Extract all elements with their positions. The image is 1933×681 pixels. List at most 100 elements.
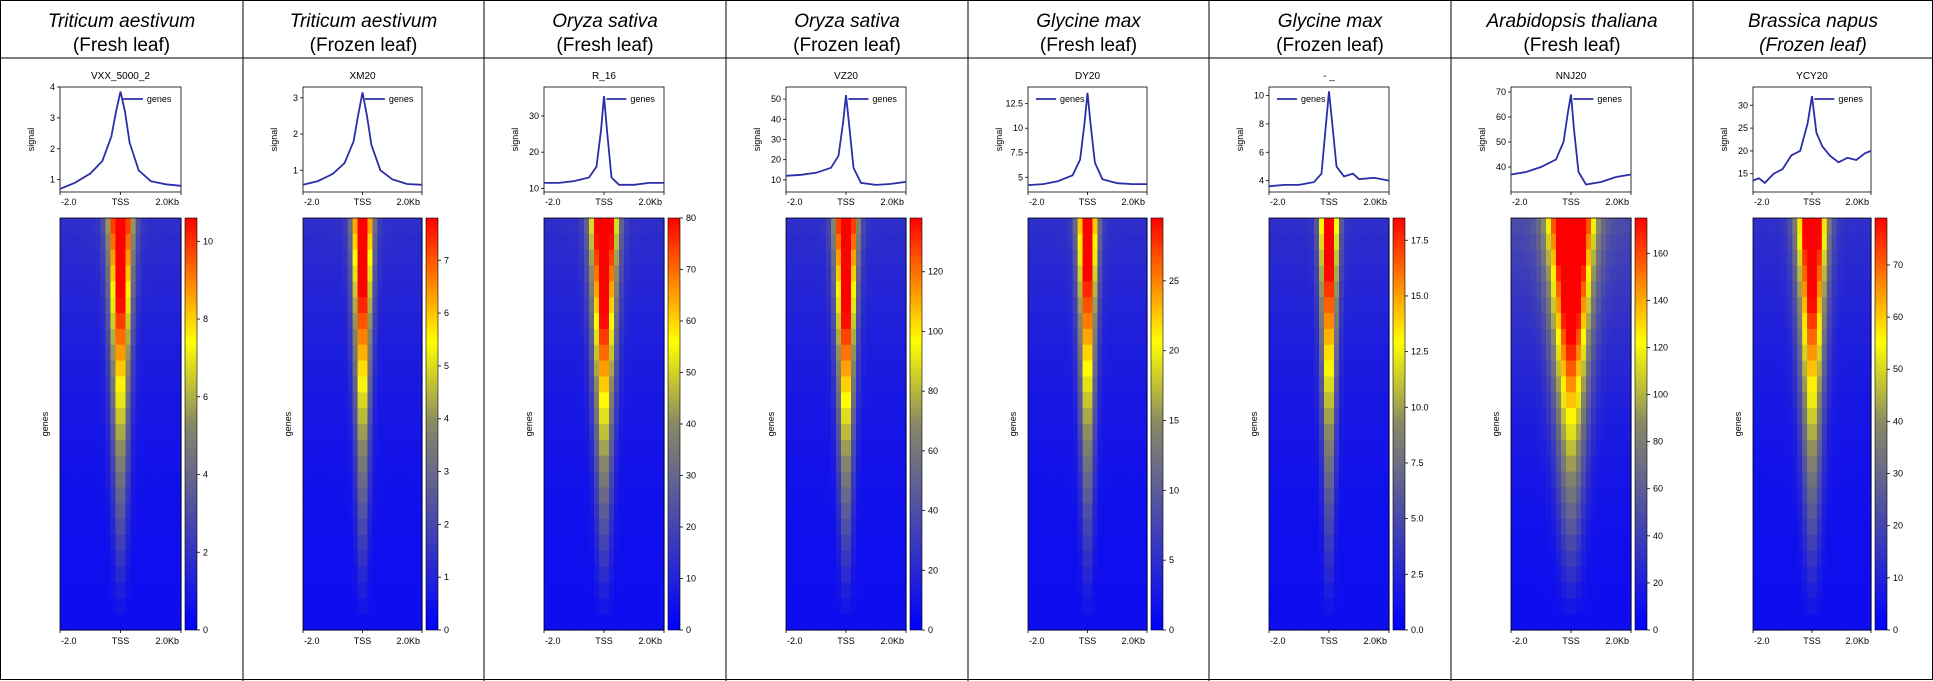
heatmap-cell [312, 328, 319, 346]
heatmap-cell [70, 487, 76, 504]
heatmap-cell [1309, 471, 1315, 488]
heatmap-cell [1324, 233, 1330, 251]
heatmap-cell [312, 408, 319, 425]
heatmap-cell [1379, 344, 1385, 362]
heatmap-cell [1521, 392, 1527, 409]
heatmap-cell [70, 566, 76, 584]
heatmap-cell [1576, 376, 1582, 393]
heatmap-cell [1596, 376, 1602, 393]
heatmap-cell [619, 408, 625, 425]
heatmap-cell [876, 503, 882, 520]
heatmap-cell [70, 328, 76, 346]
heatmap-cell [569, 439, 575, 457]
heatmap-cell [1571, 249, 1577, 267]
heatmap-cell [881, 534, 887, 552]
heatmap-cell [786, 328, 792, 346]
heatmap-cell [1122, 265, 1128, 282]
heatmap-cell [337, 344, 344, 362]
heatmap-cell [125, 550, 132, 568]
heatmap-cell [1546, 281, 1552, 298]
heatmap-cell [1621, 471, 1627, 488]
heatmap-cell [564, 598, 570, 615]
heatmap-cell [402, 233, 408, 251]
heatmap-cell [634, 471, 640, 488]
heatmap-cell [160, 344, 167, 362]
heatmap-cell [791, 218, 797, 235]
heatmap-cell [1334, 566, 1340, 584]
heatmap-cell [392, 582, 398, 599]
profile-xtick-label: -2.0 [1512, 197, 1528, 207]
heatmap-cell [1324, 503, 1330, 520]
heatmap-cell [140, 471, 147, 488]
heatmap-cell [1289, 519, 1295, 536]
heatmap-cell [322, 534, 329, 552]
heatmap-cell [1137, 249, 1143, 267]
heatmap-cell [1566, 233, 1572, 251]
heatmap-cell [90, 408, 96, 425]
heatmap-cell [1339, 424, 1345, 441]
heatmap-cell [1052, 281, 1059, 298]
heatmap-cell [1516, 582, 1522, 599]
heatmap-cell [1586, 503, 1592, 520]
heatmap-cell [115, 328, 122, 346]
heatmap-cell [1753, 249, 1759, 267]
heatmap-cell [170, 455, 177, 473]
heatmap-cell [1334, 218, 1340, 235]
heatmap-cell [1369, 519, 1375, 536]
heatmap-cell [1826, 376, 1833, 393]
heatmap-cell [1269, 614, 1275, 631]
heatmap-cell [362, 582, 369, 599]
heatmap-cell [1536, 233, 1542, 251]
heatmap-cell [1576, 328, 1582, 346]
heatmap-cell [1812, 328, 1818, 346]
heatmap-cell [1556, 487, 1562, 504]
heatmap-cell [347, 455, 354, 473]
heatmap-cell [564, 534, 570, 552]
heatmap-cell [1097, 297, 1103, 314]
heatmap-cell [1097, 328, 1103, 346]
heatmap-cell [544, 297, 550, 314]
heatmap-cell [1082, 598, 1089, 615]
heatmap-cell [644, 233, 650, 251]
heatmap-cell [1102, 566, 1108, 584]
heatmap-cell [352, 534, 359, 552]
heatmap-cell [1107, 344, 1113, 362]
heatmap-cell [155, 519, 162, 536]
heatmap-cell [95, 233, 101, 251]
heatmap-cell [1762, 376, 1769, 393]
heatmap-cell [397, 519, 403, 536]
heatmap-cell [801, 424, 807, 441]
heatmap-cell [896, 439, 902, 457]
heatmap-cell [1571, 487, 1577, 504]
heatmap-cell [417, 614, 423, 631]
heatmap-cell [811, 249, 817, 267]
heatmap-cell [1122, 503, 1128, 520]
heatmap-cell [65, 328, 71, 346]
heatmap-cell [1601, 297, 1607, 314]
heatmap-cell [125, 249, 132, 267]
heatmap-cell [594, 408, 600, 425]
heatmap-cell [1816, 328, 1823, 346]
heatmap-cell [1611, 439, 1617, 457]
heatmap-cell [1067, 519, 1074, 536]
heatmap-cell [110, 503, 117, 520]
heatmap-cell [599, 503, 605, 520]
heatmap-cell [846, 534, 852, 552]
heatmap-cell [584, 534, 590, 552]
heatmap-cell [1596, 281, 1602, 298]
heatmap-cell [392, 408, 398, 425]
heatmap-cell [1107, 265, 1113, 282]
heatmap-cell [1284, 439, 1290, 457]
heatmap-cell [574, 519, 580, 536]
heatmap-cell [1324, 218, 1330, 235]
heatmap-cell [1591, 265, 1597, 282]
heatmap-cell [609, 455, 615, 473]
heatmap-cell [1856, 360, 1862, 378]
heatmap-cell [549, 233, 555, 251]
heatmap-cell [1339, 344, 1345, 362]
heatmap-cell [1117, 503, 1123, 520]
heatmap-cell [1329, 503, 1335, 520]
heatmap-cell [347, 598, 354, 615]
heatmap-cell [1344, 471, 1350, 488]
heatmap-cell [866, 534, 872, 552]
